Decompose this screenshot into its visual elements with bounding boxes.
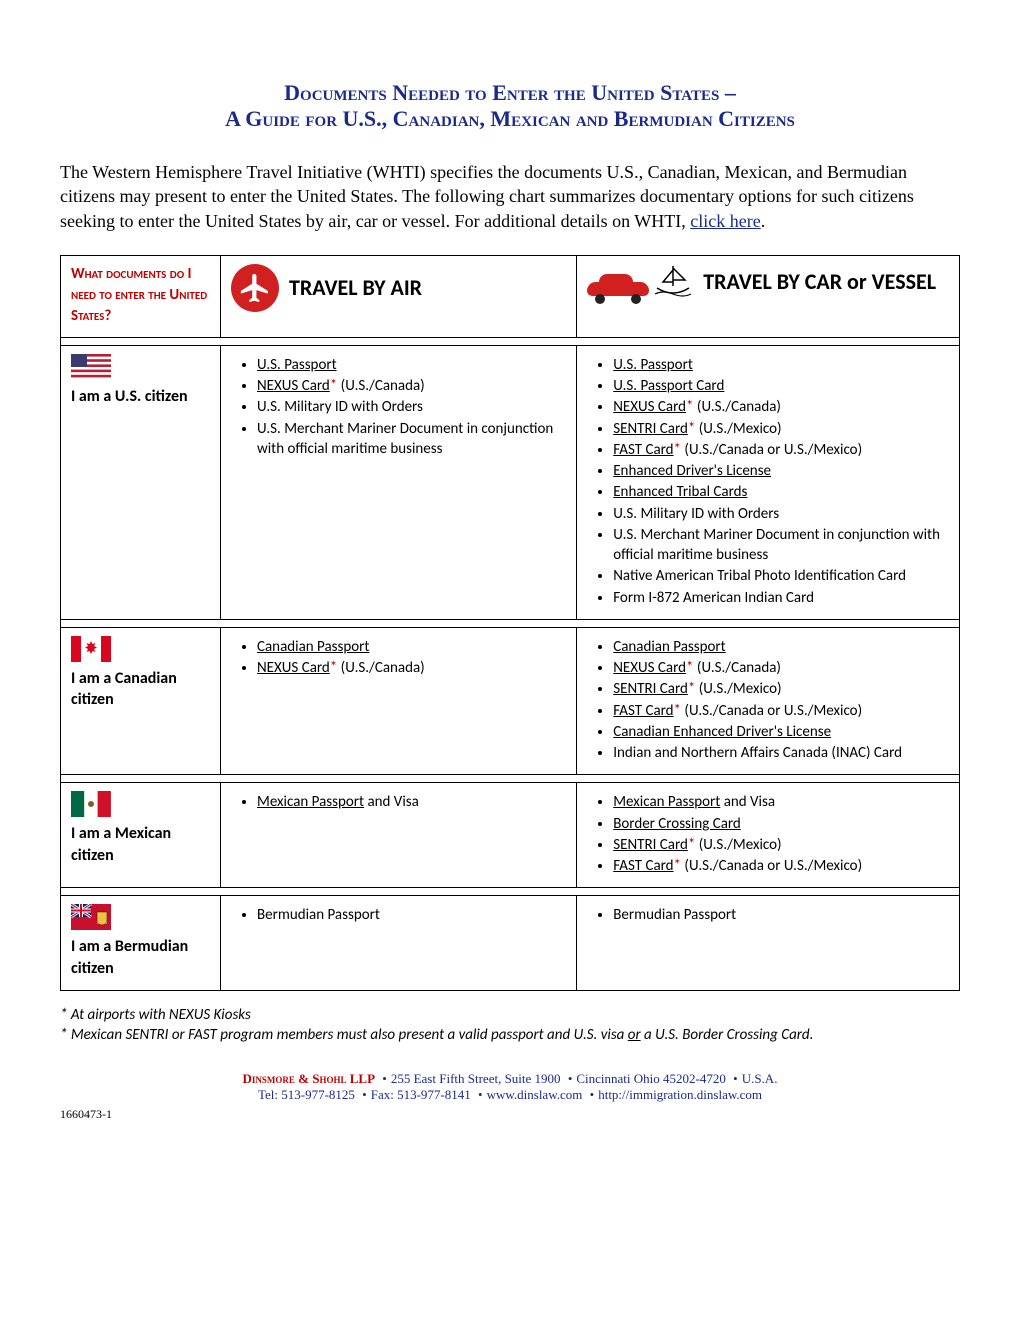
intro-after: . [761,211,766,231]
list-item: U.S. Passport [257,355,566,375]
list-item: Bermudian Passport [257,905,566,925]
bm-car-list: Bermudian Passport [587,905,949,925]
list-item: Mexican Passport and Visa [613,792,949,812]
footnote-1: * At airports with NEXUS Kiosks [60,1005,960,1025]
row-mx: I am a Mexican citizen Mexican Passport … [61,783,960,888]
header-air: TRAVEL BY AIR [221,255,577,337]
us-car-list: U.S. PassportU.S. Passport CardNEXUS Car… [587,355,949,608]
header-car: TRAVEL BY CAR or VESSEL [577,255,960,337]
ca-car-list: Canadian PassportNEXUS Card* (U.S./Canad… [587,637,949,764]
list-item: FAST Card* (U.S./Canada or U.S./Mexico) [613,440,949,460]
row-bm: I am a Bermudian citizen Bermudian Passp… [61,896,960,990]
footer-web2: http://immigration.dinslaw.com [598,1087,762,1102]
list-item: U.S. Passport Card [613,376,949,396]
flag-ca-icon [71,636,210,662]
documents-table: What documents do I need to enter the Un… [60,255,960,991]
footer-fax: Fax: 513-977-8141 [371,1087,471,1102]
car-boat-icon [587,264,693,300]
footer-web1: www.dinslaw.com [487,1087,583,1102]
flag-bm-icon [71,904,210,930]
intro-paragraph: The Western Hemisphere Travel Initiative… [60,160,960,233]
title-line-1: Documents Needed to Enter the United Sta… [60,80,960,106]
list-item: SENTRI Card* (U.S./Mexico) [613,419,949,439]
list-item: U.S. Merchant Mariner Document in conjun… [613,525,949,566]
list-item: NEXUS Card* (U.S./Canada) [613,658,949,678]
list-item: U.S. Merchant Mariner Document in conjun… [257,419,566,460]
list-item: Enhanced Tribal Cards [613,482,949,502]
airplane-icon [231,264,279,312]
list-item: Enhanced Driver's License [613,461,949,481]
list-item: SENTRI Card* (U.S./Mexico) [613,835,949,855]
row-ca-label: I am a Canadian citizen [71,668,210,711]
row-us: I am a U.S. citizen U.S. PassportNEXUS C… [61,345,960,619]
title-line-2: A Guide for U.S., Canadian, Mexican and … [60,106,960,132]
list-item: Form I-872 American Indian Card [613,588,949,608]
header-question: What documents do I need to enter the Un… [61,255,221,337]
list-item: Border Crossing Card [613,814,949,834]
list-item: Canadian Passport [613,637,949,657]
list-item: Canadian Enhanced Driver's License [613,722,949,742]
mx-car-list: Mexican Passport and VisaBorder Crossing… [587,792,949,876]
list-item: Canadian Passport [257,637,566,657]
bm-air-list: Bermudian Passport [231,905,566,925]
row-mx-label: I am a Mexican citizen [71,823,210,866]
footnote-2: * Mexican SENTRI or FAST program members… [60,1025,960,1045]
list-item: NEXUS Card* (U.S./Canada) [257,658,566,678]
row-ca: I am a Canadian citizen Canadian Passpor… [61,627,960,775]
row-us-label: I am a U.S. citizen [71,386,210,408]
list-item: U.S. Passport [613,355,949,375]
footer-tel: Tel: 513-977-8125 [258,1087,355,1102]
footer-city: Cincinnati Ohio 45202-4720 [576,1071,726,1086]
list-item: Native American Tribal Photo Identificat… [613,566,949,586]
intro-text: The Western Hemisphere Travel Initiative… [60,162,914,231]
header-car-text: TRAVEL BY CAR or VESSEL [703,268,936,295]
page-title: Documents Needed to Enter the United Sta… [60,80,960,132]
footer-addr: 255 East Fifth Street, Suite 1900 [391,1071,561,1086]
list-item: FAST Card* (U.S./Canada or U.S./Mexico) [613,701,949,721]
page-footer: Dinsmore & Shohl LLP •255 East Fifth Str… [60,1071,960,1103]
mx-air-list: Mexican Passport and Visa [231,792,566,812]
list-item: U.S. Military ID with Orders [257,397,566,417]
list-item: NEXUS Card* (U.S./Canada) [257,376,566,396]
list-item: Indian and Northern Affairs Canada (INAC… [613,743,949,763]
list-item: Bermudian Passport [613,905,949,925]
footer-firm: Dinsmore & Shohl LLP [243,1071,376,1086]
footnotes: * At airports with NEXUS Kiosks * Mexica… [60,1005,960,1046]
click-here-link[interactable]: click here [690,211,760,231]
document-number: 1660473-1 [60,1107,960,1122]
flag-mx-icon [71,791,210,817]
row-bm-label: I am a Bermudian citizen [71,936,210,979]
list-item: Mexican Passport and Visa [257,792,566,812]
list-item: FAST Card* (U.S./Canada or U.S./Mexico) [613,856,949,876]
list-item: U.S. Military ID with Orders [613,504,949,524]
footer-country: U.S.A. [742,1071,778,1086]
us-air-list: U.S. PassportNEXUS Card* (U.S./Canada)U.… [231,355,566,459]
flag-us-icon [71,354,210,380]
header-air-text: TRAVEL BY AIR [289,274,422,301]
ca-air-list: Canadian PassportNEXUS Card* (U.S./Canad… [231,637,566,679]
list-item: SENTRI Card* (U.S./Mexico) [613,679,949,699]
list-item: NEXUS Card* (U.S./Canada) [613,397,949,417]
